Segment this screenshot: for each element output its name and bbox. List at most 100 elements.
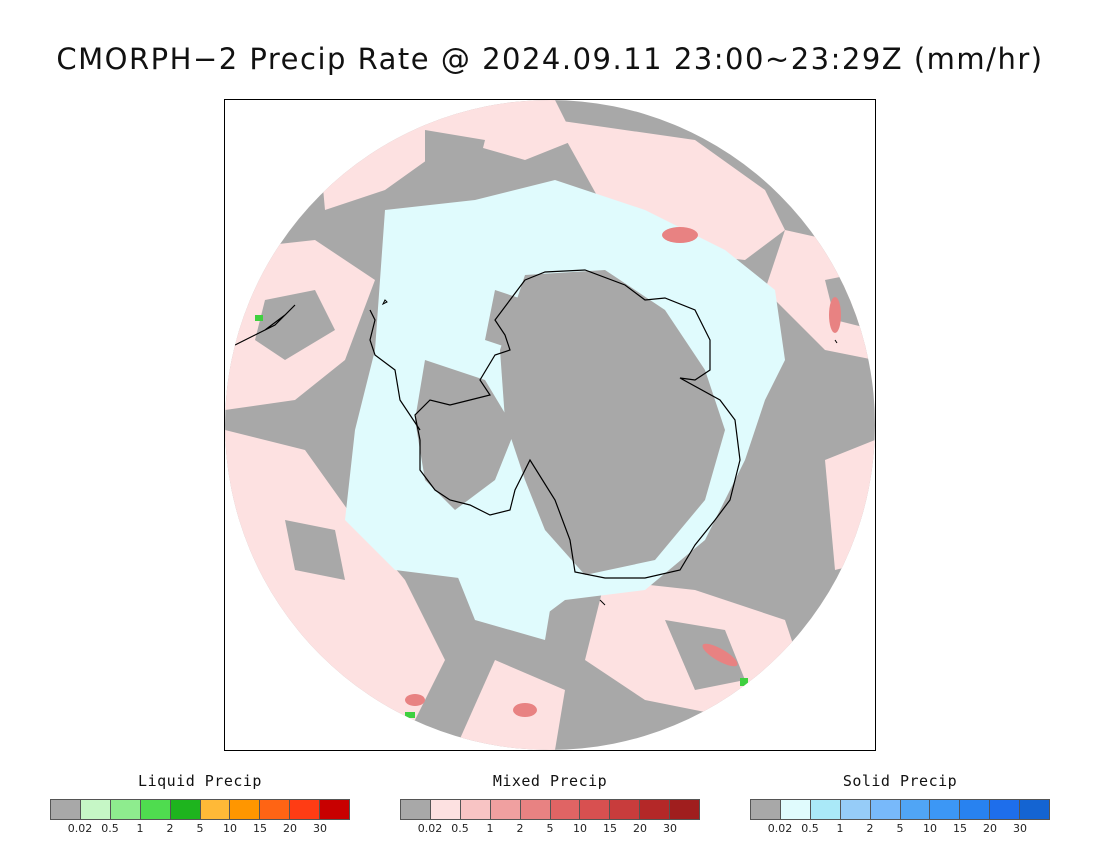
legend-swatch [230,800,261,819]
legend-swatch [610,800,641,819]
legend-swatch [870,800,901,819]
legend-swatch [260,800,291,819]
liquid-precip-spot [255,315,263,321]
legend-swatch [550,800,581,819]
legend-tick-label: 5 [896,822,904,835]
legend-tick-label: 2 [866,822,874,835]
legend-tick-label: 1 [136,822,144,835]
legend-solid: Solid Precip 0.02 0.5 1 2 5 10 15 20 30 [750,772,1050,842]
tick-labels: 0.02 0.5 1 2 5 10 15 20 30 [400,822,700,836]
legend-tick-label: 0.5 [451,822,469,835]
legend-tick-label: 0.02 [67,822,93,835]
legend-tick-label: 20 [983,822,997,835]
legend-swatch [1020,800,1050,819]
legend-tick-label: 10 [573,822,587,835]
legend-swatch [751,800,781,819]
mixed-precip-hotspot [662,227,698,243]
legend-swatch [960,800,991,819]
south-america-coastline [234,304,296,346]
liquid-precip-spots [255,315,748,718]
legend-swatch [401,800,431,819]
island [834,339,838,344]
legend-swatch [490,800,521,819]
legend-title: Mixed Precip [492,772,608,790]
legend-title: Liquid Precip [138,772,262,790]
legend-tick-label: 2 [166,822,174,835]
solid-precip-area [455,570,555,640]
polar-precip-map [225,100,875,750]
no-precip-patch [255,290,335,360]
legend-swatch [990,800,1021,819]
legend-tick-label: 0.02 [767,822,793,835]
legend-tick-label: 5 [196,822,204,835]
tick-labels: 0.02 0.5 1 2 5 10 15 20 30 [50,822,350,836]
legend-tick-label: 15 [253,822,267,835]
color-bar [50,799,350,820]
island [381,299,388,306]
map-frame [224,99,876,751]
legend-tick-label: 0.02 [417,822,443,835]
legend-swatch [780,800,811,819]
legend-swatch [320,800,350,819]
legend-swatch [930,800,961,819]
mixed-precip-hotspots [405,227,841,717]
mixed-precip-area [455,660,565,750]
antarctica-coastline [414,269,741,579]
mixed-precip-hotspot [405,694,425,706]
liquid-precip-spot [405,712,415,718]
legend-title: Solid Precip [842,772,958,790]
legend-mixed: Mixed Precip 0.02 0.5 1 2 5 10 15 20 30 [400,772,700,842]
legend-tick-label: 10 [923,822,937,835]
legend-swatch [140,800,171,819]
legend-swatch [580,800,611,819]
mixed-precip-hotspot [829,297,841,333]
legend-swatch [460,800,491,819]
legend-swatch [51,800,81,819]
legend-swatch [430,800,461,819]
tick-labels: 0.02 0.5 1 2 5 10 15 20 30 [750,822,1050,836]
no-precip-patch [485,290,525,350]
legend-tick-label: 2 [516,822,524,835]
legend-swatch [640,800,671,819]
islands [381,299,838,606]
legend-swatch [840,800,871,819]
legend-swatch [80,800,111,819]
no-precip-patch [500,270,725,575]
map-title: CMORPH−2 Precip Rate @ 2024.09.11 23:00~… [56,42,1044,76]
legend-tick-label: 15 [953,822,967,835]
legend-swatch [170,800,201,819]
map-disk [225,100,875,750]
legend-swatch [810,800,841,819]
legend-swatch [110,800,141,819]
no-precip-patch [415,360,515,510]
legend-tick-label: 5 [546,822,554,835]
no-precip-patch [665,620,745,690]
legend-tick-label: 10 [223,822,237,835]
antarctic-peninsula-coastline [369,309,421,431]
mixed-precip-hotspot [702,643,738,667]
mixed-precip-hotspot [513,703,537,717]
legend-liquid: Liquid Precip 0.02 0.5 1 2 5 10 15 20 30 [50,772,350,842]
antarctic-interior [415,270,725,575]
legend-tick-label: 15 [603,822,617,835]
mixed-precip-area [555,120,785,260]
legend-tick-label: 30 [1013,822,1027,835]
no-precip-patch [285,520,345,580]
legend-tick-label: 20 [633,822,647,835]
legend-tick-label: 30 [663,822,677,835]
legend-swatch [290,800,321,819]
legend-tick-label: 0.5 [101,822,119,835]
no-precip-patch [425,130,485,180]
color-bar [750,799,1050,820]
legend-swatch [900,800,931,819]
legend-swatch [200,800,231,819]
legend-tick-label: 1 [486,822,494,835]
liquid-precip-spot [740,678,748,686]
legend-tick-label: 1 [836,822,844,835]
color-bar [400,799,700,820]
island [599,599,606,606]
legend-swatch [670,800,700,819]
legend-swatch [520,800,551,819]
legend-tick-label: 30 [313,822,327,835]
legend-tick-label: 20 [283,822,297,835]
